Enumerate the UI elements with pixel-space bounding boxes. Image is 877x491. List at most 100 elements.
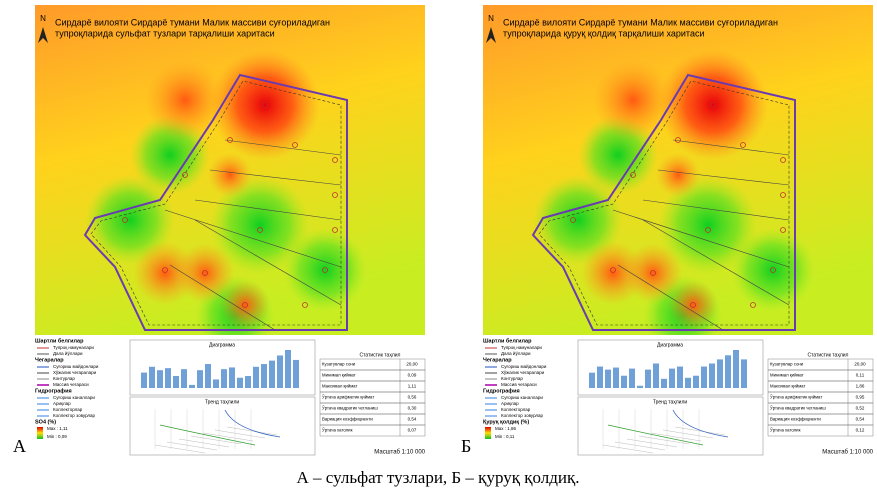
contour-line [612,209,790,268]
sample-point [292,142,298,148]
trend-curve [672,409,729,438]
legend-text: Массив чегараси [501,382,537,387]
sample-point [570,217,576,223]
legend-text: Хўжалик чегаралари [53,369,97,375]
stats-value: 0,11 [856,373,865,378]
contour-line [224,139,342,156]
legend-text: Чегаралар [35,357,64,363]
sample-point [780,192,786,198]
bar [141,372,147,388]
legend-text: Ариқлар [501,401,519,406]
map-panel: N Сирдарё вилояти Сирдарё тумани Малик ма… [35,5,426,460]
stats-label: Ўртача хатолик [770,428,801,433]
color-ramp [37,427,43,439]
trend-grid [662,429,714,439]
contour-line [642,219,790,306]
diagram-title: Диаграмма [657,342,683,348]
trend-grid [166,441,218,451]
legend-text: Дала йўллари [53,350,83,356]
map-title: тупроқларида сульфат тузлари тарқалиши х… [55,28,275,38]
north-label: N [40,14,46,23]
bar [589,372,595,388]
bar [181,369,187,388]
legend-text: Min : 0,11 [495,434,515,439]
legend-text: Суғориш каналлари [501,395,543,400]
bar [173,376,179,388]
contour-line [194,199,342,221]
bar [253,366,259,388]
sample-point [302,302,308,308]
bar [701,366,707,388]
stats-value: 0,09 [408,373,417,378]
stats-value: 20,00 [854,362,866,367]
legend-text: SO4 (%) [35,419,56,425]
sample-point [780,227,786,233]
bar [237,377,243,388]
legend-text: Чегаралар [483,357,512,363]
trend-grid [602,444,654,454]
trend-grid [178,438,230,448]
heat-zone [210,175,310,275]
bar [229,367,235,388]
heat-zone [658,175,758,275]
trend-frame [577,396,764,456]
bar [725,355,731,388]
stats-value: 0,07 [408,428,417,433]
sample-point [780,157,786,163]
bar [269,360,275,388]
legend-text: Коллектор зовурлар [53,413,96,418]
trend-title: Тренд таҳлили [653,399,688,405]
bar [613,367,619,388]
heat-zone [85,175,175,265]
bar [637,385,643,388]
bar [693,375,699,388]
stats-label: Ўртача арифметик қиймат [322,395,374,400]
stats-value: 0,56 [408,395,417,400]
bar [661,378,667,388]
trend-curve [224,409,281,438]
map-scale: Масштаб 1:10 000 [822,450,873,456]
bar [677,366,683,388]
legend-text: Коллекторлар [53,407,83,412]
bar [277,355,283,388]
stats-value: 20,00 [406,362,418,367]
sample-point [227,137,233,143]
stats-label: Ўртача хатолик [322,428,353,433]
map-title: тупроқларида қуруқ қолдиқ тарқалиши хари… [503,28,704,38]
heat-zone [220,280,270,330]
sample-point [630,172,636,178]
diagram-title: Диаграмма [209,342,235,348]
trend-title: Тренд таҳлили [205,399,240,405]
contour-line [617,264,724,331]
sample-point [202,270,208,276]
bar [285,350,291,388]
trend-grid [650,432,702,442]
legend-text: Дала йўллари [501,350,531,356]
sample-point [332,157,338,163]
bar [157,370,163,388]
bar [685,377,691,388]
trend-grid [674,426,726,436]
north-arrow [38,27,48,43]
bar [213,379,219,388]
stats-value: 1,86 [856,384,865,389]
bar [645,369,651,388]
bar [621,375,627,388]
legend-text: Ариқлар [53,401,71,406]
bar [197,370,203,388]
trend-grid [202,432,254,442]
stats-label: Кузатувлар сони [322,362,356,367]
stats-value: 0,54 [856,417,865,422]
north-label: N [488,14,494,23]
trend-grid [226,426,278,436]
trend-grid [638,435,690,445]
stats-title: Статистик таҳлил [808,352,849,358]
sample-point [332,227,338,233]
field-boundary [83,73,348,331]
sample-point [262,102,268,108]
stats-cell [767,424,874,437]
legend-text: Max : 1,11 [47,426,68,431]
trend-grid [154,444,206,454]
heat-zone [145,60,225,140]
